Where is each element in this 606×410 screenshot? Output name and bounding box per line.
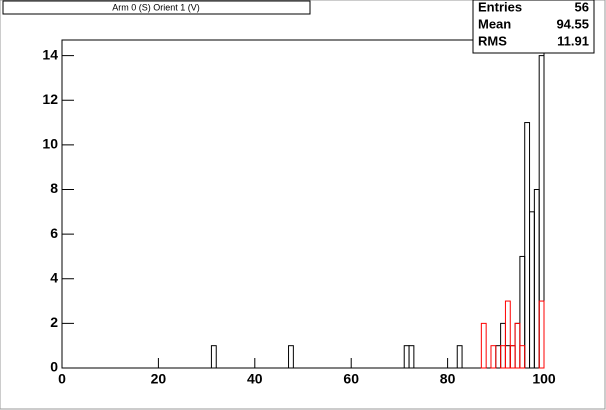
stats-value: 11.91 (557, 33, 589, 48)
histogram-bar (456, 345, 463, 369)
chart-title: Arm 0 (S) Orient 1 (V) (112, 2, 200, 12)
stats-value: 94.55 (556, 16, 589, 31)
y-tick-label: 0 (50, 359, 58, 375)
y-tick-label: 12 (42, 91, 58, 107)
y-tick-label: 6 (50, 225, 58, 241)
histogram-bar (210, 345, 217, 369)
histogram-bar (480, 322, 487, 369)
y-tick-label: 8 (50, 180, 58, 196)
x-tick-label: 40 (247, 371, 263, 387)
x-tick-label: 60 (343, 371, 359, 387)
y-tick-label: 14 (42, 46, 58, 62)
y-tick-label: 2 (50, 314, 58, 330)
x-tick-label: 20 (151, 371, 167, 387)
stats-box (472, 0, 595, 54)
histogram-bar (288, 345, 294, 369)
title-box (2, 0, 311, 15)
x-tick-label: 100 (532, 371, 556, 387)
stats-label: Mean (478, 16, 511, 31)
histogram-bar (519, 345, 526, 369)
x-tick-label: 80 (440, 371, 456, 387)
stats-label: RMS (478, 33, 507, 48)
histogram-bar (408, 345, 415, 369)
stats-label: Entries (478, 0, 522, 14)
histogram-bar (538, 300, 545, 369)
y-tick-label: 4 (50, 269, 58, 285)
histogram-bar (490, 345, 497, 369)
histogram-bar (504, 300, 511, 369)
x-tick-label: 0 (58, 371, 66, 387)
stats-value: 56 (575, 0, 589, 14)
y-tick-label: 10 (42, 136, 58, 152)
